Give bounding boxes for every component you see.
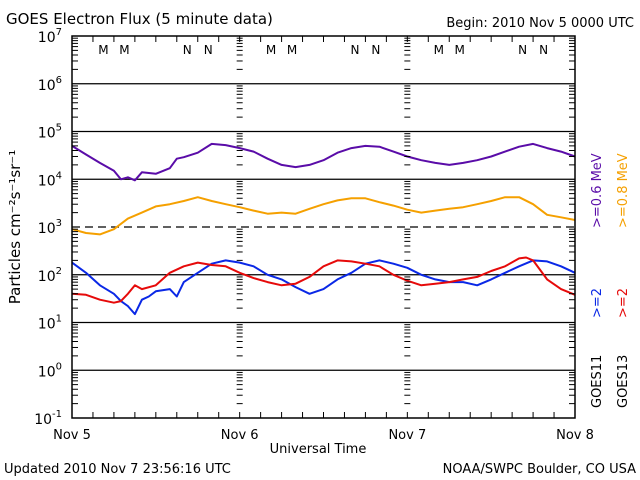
noon-marker: N (539, 43, 548, 57)
midnight-marker: M (455, 43, 465, 57)
noon-marker: N (371, 43, 380, 57)
y-tick-exponent: 3 (56, 218, 62, 229)
y-tick-base: 10 (34, 412, 52, 428)
noon-marker: N (518, 43, 527, 57)
x-tick-label: Nov 5 (53, 428, 91, 443)
legend-goes13-low-energy: >=2 (616, 288, 631, 318)
legend-goes13-column: GOES13 >=2 >=0.8 MeV (616, 153, 631, 408)
updated-timestamp: Updated 2010 Nov 7 23:56:16 UTC (4, 462, 231, 477)
y-tick-base: 10 (38, 173, 56, 189)
grid (72, 83, 575, 371)
series-line-goes11-2-mev (71, 259, 576, 316)
y-tick-label: 101 (38, 314, 62, 333)
series-line-goes13-2-mev (71, 256, 576, 304)
y-tick-base: 10 (38, 30, 56, 46)
x-axis-label: Universal Time (270, 442, 367, 457)
credit-label: NOAA/SWPC Boulder, CO USA (443, 462, 636, 477)
x-tick-labels: Nov 5 Nov 6 Nov 7 Nov 8 (53, 428, 594, 443)
y-tick-exponent: 0 (56, 361, 62, 372)
legend-goes11-column: GOES11 >=2 >=0.6 MeV (590, 153, 605, 408)
y-tick-label: 106 (38, 75, 62, 94)
y-tick-label: 102 (38, 266, 62, 285)
series-line-goes11-0-6-mev (71, 142, 576, 182)
legend-goes11-high-energy: >=0.6 MeV (590, 153, 605, 228)
noon-marker: N (183, 43, 192, 57)
plot-frame (71, 35, 576, 419)
legend: GOES11 >=2 >=0.6 MeV GOES13 >=2 >=0.8 Me… (590, 153, 631, 408)
series-group (71, 142, 576, 316)
y-tick-base: 10 (38, 78, 56, 94)
noon-marker: N (204, 43, 213, 57)
y-tick-label: 10-1 (34, 409, 62, 428)
y-tick-label: 105 (38, 123, 62, 142)
axes (71, 35, 576, 419)
y-tick-exponent: 7 (56, 27, 62, 38)
y-tick-label: 107 (38, 27, 62, 46)
y-tick-base: 10 (38, 269, 56, 285)
y-tick-label: 104 (38, 170, 62, 189)
y-tick-base: 10 (38, 221, 56, 237)
x-tick-label: Nov 6 (221, 428, 259, 443)
midnight-marker: M (119, 43, 129, 57)
chart-title: GOES Electron Flux (5 minute data) (6, 10, 273, 28)
y-tick-base: 10 (38, 317, 56, 333)
y-tick-exponent: 2 (56, 266, 62, 277)
legend-goes11-instrument: GOES11 (590, 355, 605, 408)
midnight-marker: M (434, 43, 444, 57)
x-tick-label: Nov 7 (388, 428, 426, 443)
legend-goes13-instrument: GOES13 (616, 355, 631, 408)
y-tick-label: 103 (38, 218, 62, 237)
legend-goes13-high-energy: >=0.8 MeV (616, 153, 631, 228)
x-tick-label: Nov 8 (556, 428, 594, 443)
series-line-goes13-0-8-mev (71, 196, 576, 236)
noon-marker: N (350, 43, 359, 57)
y-tick-exponent: 5 (56, 123, 62, 134)
midnight-marker: M (98, 43, 108, 57)
y-tick-exponent: 4 (56, 170, 62, 181)
y-tick-exponent: 6 (56, 75, 62, 86)
y-tick-base: 10 (38, 126, 56, 142)
midnight-marker: M (266, 43, 276, 57)
begin-date-label: Begin: 2010 Nov 5 0000 UTC (446, 16, 634, 31)
midnight-marker: M (287, 43, 297, 57)
y-tick-exponent: 1 (56, 314, 62, 325)
y-tick-exponent: -1 (52, 409, 62, 420)
y-tick-label: 100 (38, 361, 62, 380)
legend-goes11-low-energy: >=2 (590, 288, 605, 318)
y-tick-base: 10 (38, 364, 56, 380)
y-axis-label: Particles cm⁻²s⁻¹sr⁻¹ (6, 150, 24, 304)
